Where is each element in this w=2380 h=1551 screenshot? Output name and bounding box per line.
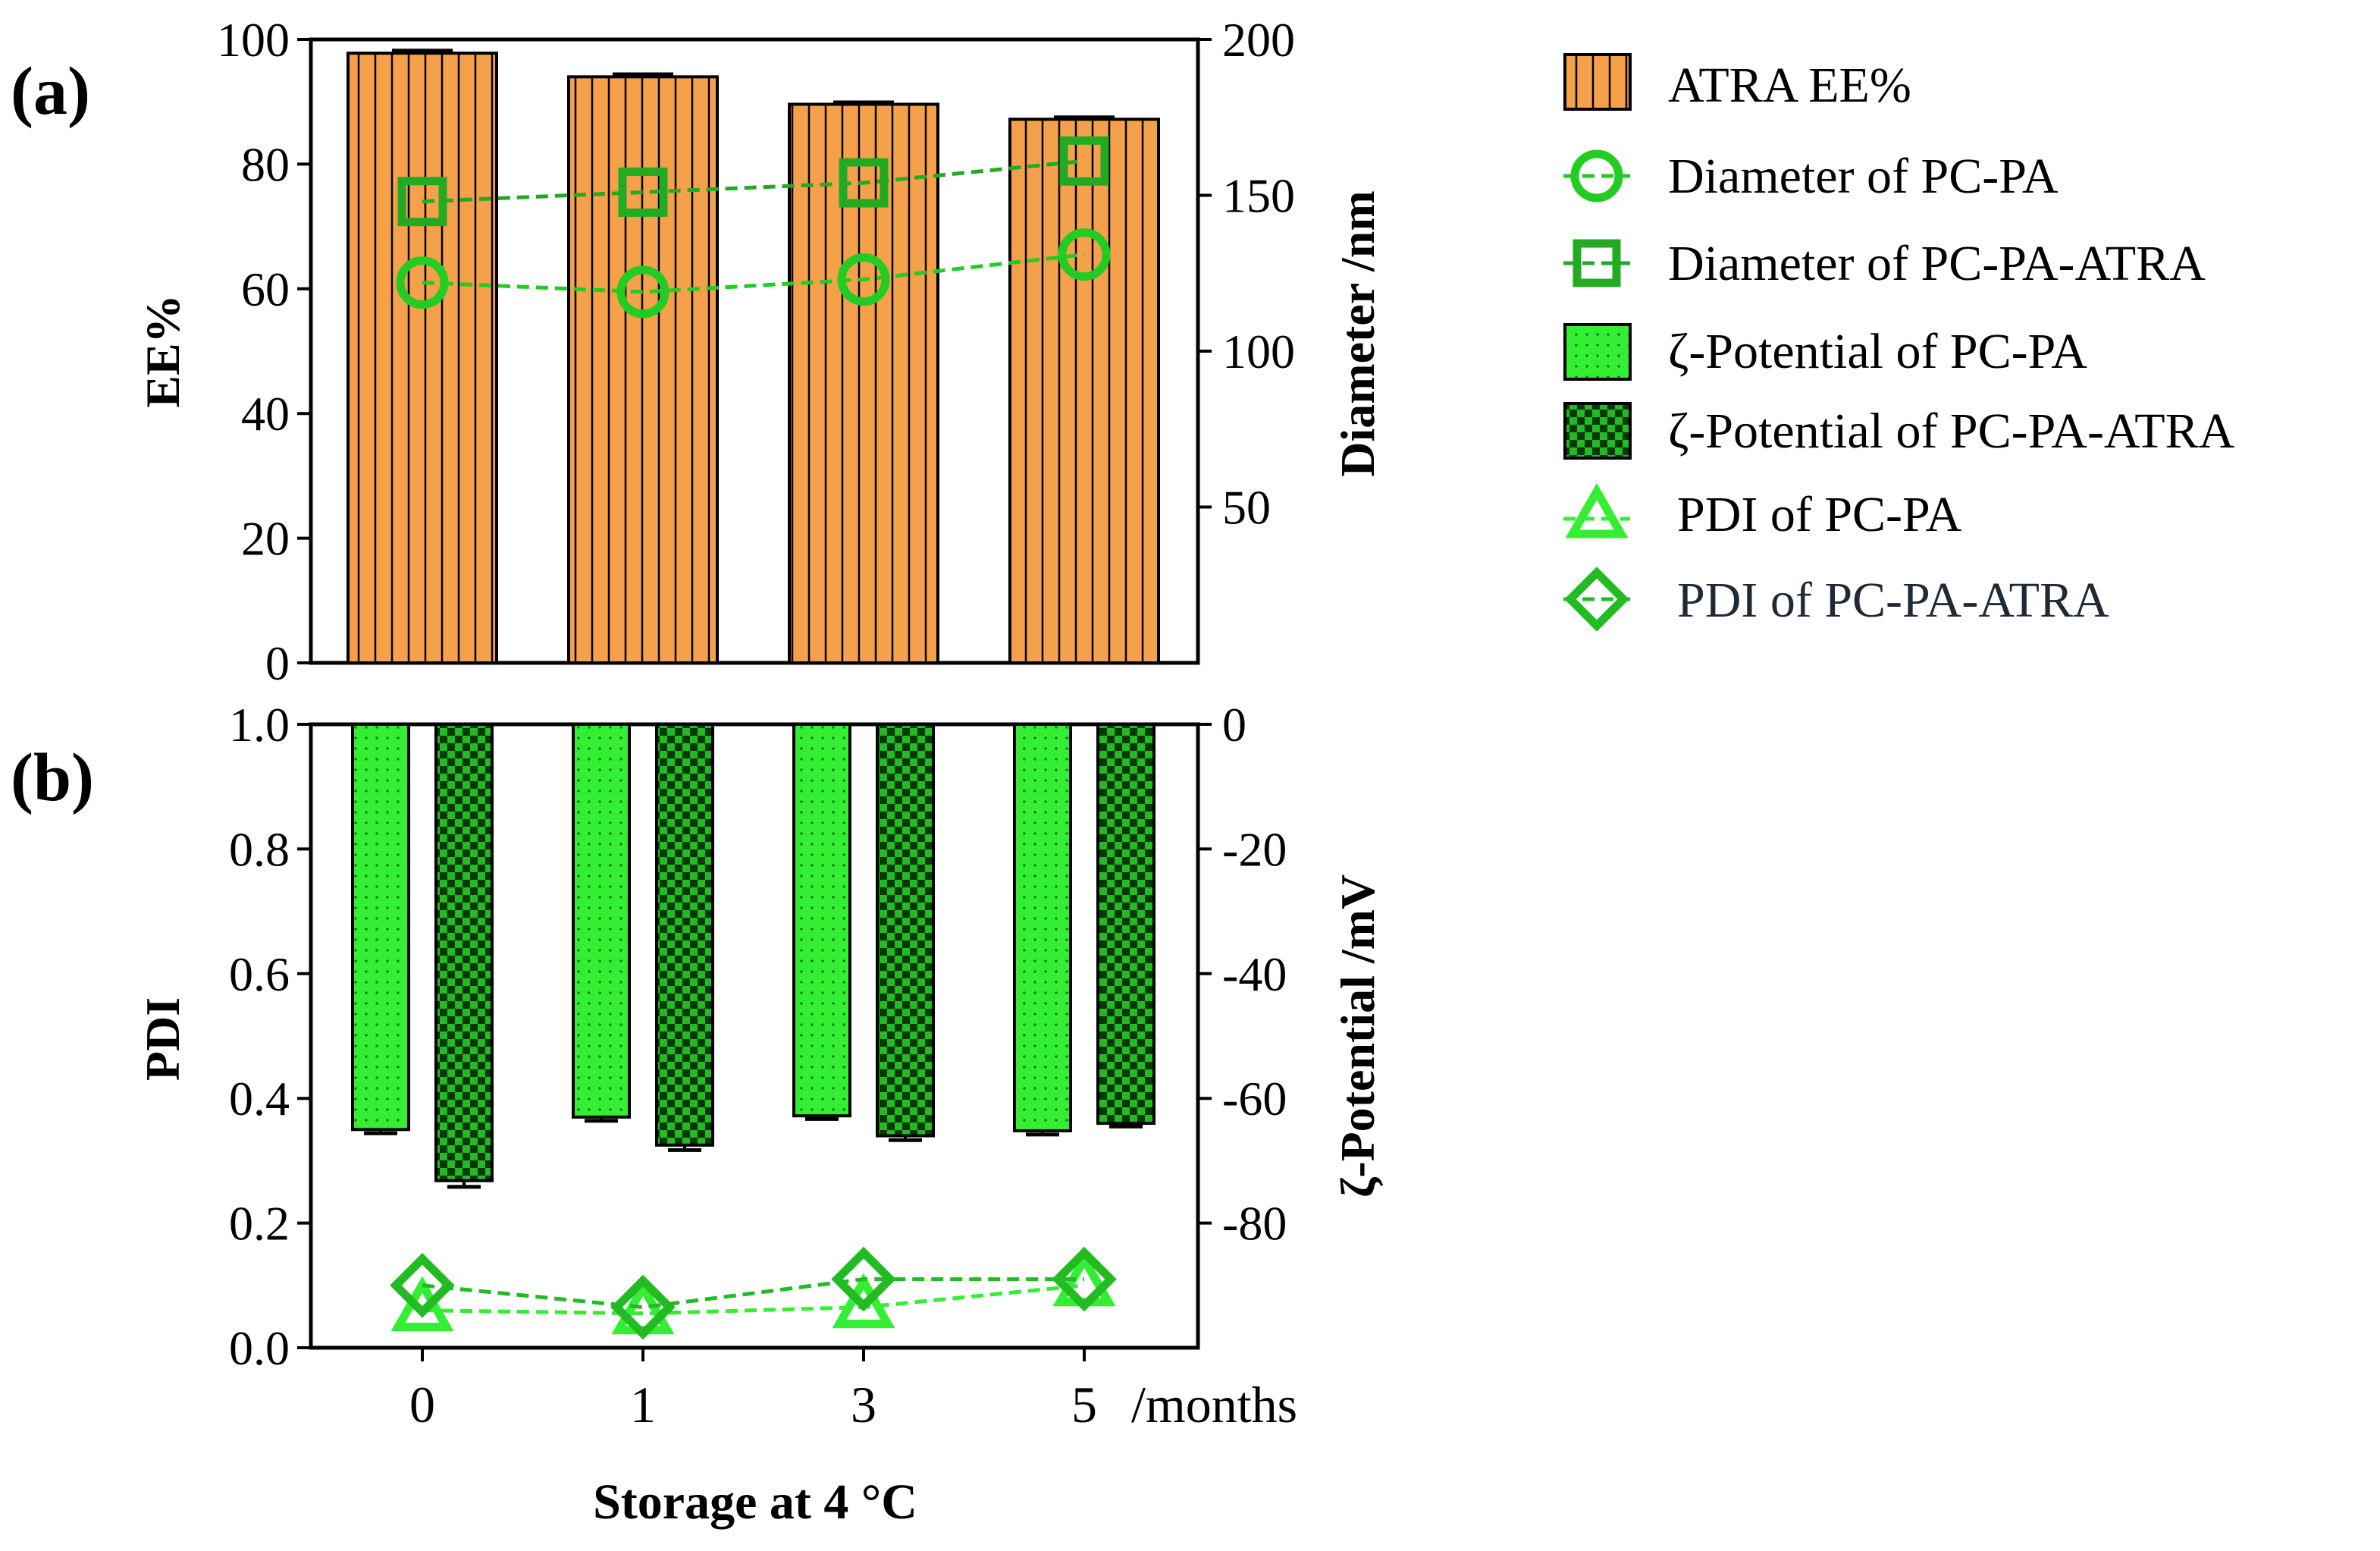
y-left-tick-label: 0.8	[229, 822, 290, 876]
diameter-marker-circle	[396, 256, 449, 309]
y-left-tick-label: 100	[217, 13, 290, 67]
diameter-marker-square	[839, 158, 889, 208]
legend-circle-marker	[1570, 149, 1623, 203]
legend-item-atra-ee: ATRA EE%	[1563, 53, 1911, 113]
pdi-marker-triangle	[832, 1273, 895, 1329]
legend-item-pdi-pc-pa-atra: PDI of PC-PA-ATRA	[1563, 567, 2109, 632]
y-left-tick-label: 1.0	[229, 698, 290, 752]
panel-a-plot: 0 20 40 60 80 100 50 100 150 200	[217, 13, 1295, 690]
pdi-marker-diamond	[831, 1246, 896, 1312]
panel-b-left-axis-label: PDI	[136, 997, 190, 1081]
pdi-marker-diamond	[1052, 1246, 1117, 1312]
panel-a-right-axis-label: Diameter /nm	[1331, 190, 1384, 476]
legend: ATRA EE% Diameter of PC-PA Diameter of P…	[1563, 53, 2235, 632]
legend-swatch-orange-hatched	[1563, 53, 1632, 111]
ee-bar	[788, 102, 939, 665]
legend-item-diameter-pc-pa: Diameter of PC-PA	[1563, 149, 2059, 204]
zeta-pc-pa-bar	[351, 723, 410, 1132]
x-tick-label: 3	[851, 1376, 876, 1433]
legend-diamond-marker	[1564, 567, 1629, 632]
y-left-tick-label: 0	[265, 636, 290, 690]
diameter-line	[422, 159, 1085, 204]
panel-b-plot: 0.0 0.2 0.4 0.6 0.8 1.0 0 -20 -40 -60 -80 0 1 3 5	[229, 698, 1287, 1433]
x-tick-label: 5	[1071, 1376, 1097, 1433]
pdi-marker-triangle	[390, 1276, 454, 1332]
y-right-tick-label: -80	[1222, 1197, 1287, 1251]
y-right-tick-label: -20	[1222, 822, 1287, 876]
pdi-line	[422, 1283, 1085, 1316]
legend-item-zeta-pc-pa-atra: ζ-Potential of PC-PA-ATRA	[1563, 402, 2235, 460]
ee-bar	[346, 52, 498, 665]
y-right-tick-label: 150	[1222, 169, 1295, 223]
y-left-tick-label: 0.0	[229, 1321, 290, 1375]
y-left-tick-label: 0.2	[229, 1197, 290, 1251]
panel-b-frame	[309, 722, 1200, 1350]
legend-swatch-green-dotted	[1563, 323, 1632, 381]
y-left-tick-label: 20	[241, 512, 290, 566]
panel-b-right-axis-label: ζ-Potential /mV	[1331, 874, 1384, 1198]
diameter-marker-circle	[1058, 228, 1111, 281]
y-left-tick-label: 60	[241, 262, 290, 316]
y-right-tick-label: 100	[1222, 325, 1295, 378]
ee-bar	[1008, 118, 1160, 664]
panel-b-label: (b)	[11, 740, 94, 815]
diameter-line	[422, 253, 1085, 294]
zeta-pc-pa-atra-bar	[1096, 723, 1156, 1126]
y-right-tick-label: 200	[1222, 13, 1295, 67]
legend-label: Diameter of PC-PA-ATRA	[1668, 236, 2206, 291]
legend-triangle-marker	[1565, 482, 1629, 538]
x-axis-unit: /months	[1131, 1376, 1297, 1433]
y-left-tick-label: 0.6	[229, 947, 290, 1001]
legend-label: ζ-Potential of PC-PA-ATRA	[1668, 403, 2235, 459]
zeta-pc-pa-bar	[572, 723, 631, 1119]
legend-item-pdi-pc-pa: PDI of PC-PA	[1563, 482, 1962, 542]
diameter-marker-square	[397, 177, 447, 227]
legend-item-diameter-pc-pa-atra: Diameter of PC-PA-ATRA	[1563, 236, 2206, 291]
diameter-marker-circle	[837, 253, 890, 306]
y-left-tick-label: 40	[241, 387, 290, 441]
legend-item-zeta-pc-pa: ζ-Potential of PC-PA	[1563, 323, 2087, 381]
legend-swatch-dark-checker	[1563, 402, 1632, 460]
diameter-marker-square	[618, 167, 668, 217]
y-left-tick-label: 0.4	[229, 1072, 290, 1126]
legend-label: PDI of PC-PA	[1677, 487, 1962, 542]
diameter-marker-circle	[616, 265, 669, 319]
x-tick-label: 1	[630, 1376, 656, 1433]
y-right-tick-label: -40	[1222, 947, 1287, 1001]
y-right-tick-label: -60	[1222, 1072, 1287, 1126]
zeta-pc-pa-bar	[792, 723, 851, 1118]
y-left-tick-label: 80	[241, 137, 290, 191]
y-right-tick-label: 50	[1222, 481, 1271, 535]
ee-bar	[567, 75, 719, 664]
zeta-pc-pa-atra-bar	[434, 723, 494, 1182]
legend-label: PDI of PC-PA-ATRA	[1677, 573, 2109, 628]
legend-label: ATRA EE%	[1668, 58, 1911, 113]
zeta-pc-pa-atra-bar	[655, 723, 714, 1147]
panel-a-left-axis-label: EE%	[136, 294, 190, 407]
zeta-pc-pa-bar	[1013, 723, 1072, 1132]
legend-label: ζ-Potential of PC-PA	[1668, 324, 2087, 379]
pdi-marker-diamond	[390, 1253, 455, 1318]
panel-a-label: (a)	[11, 54, 90, 129]
pdi-marker-diamond	[610, 1274, 676, 1340]
diameter-marker-square	[1059, 136, 1109, 186]
legend-label: Diameter of PC-PA	[1668, 149, 2059, 204]
x-tick-label: 0	[409, 1376, 435, 1433]
y-right-tick-label: 0	[1222, 698, 1246, 752]
pdi-line	[422, 1277, 1084, 1310]
zeta-pc-pa-atra-bar	[876, 723, 935, 1138]
legend-square-marker	[1573, 239, 1621, 287]
x-axis-label: Storage at 4 °C	[593, 1474, 917, 1530]
